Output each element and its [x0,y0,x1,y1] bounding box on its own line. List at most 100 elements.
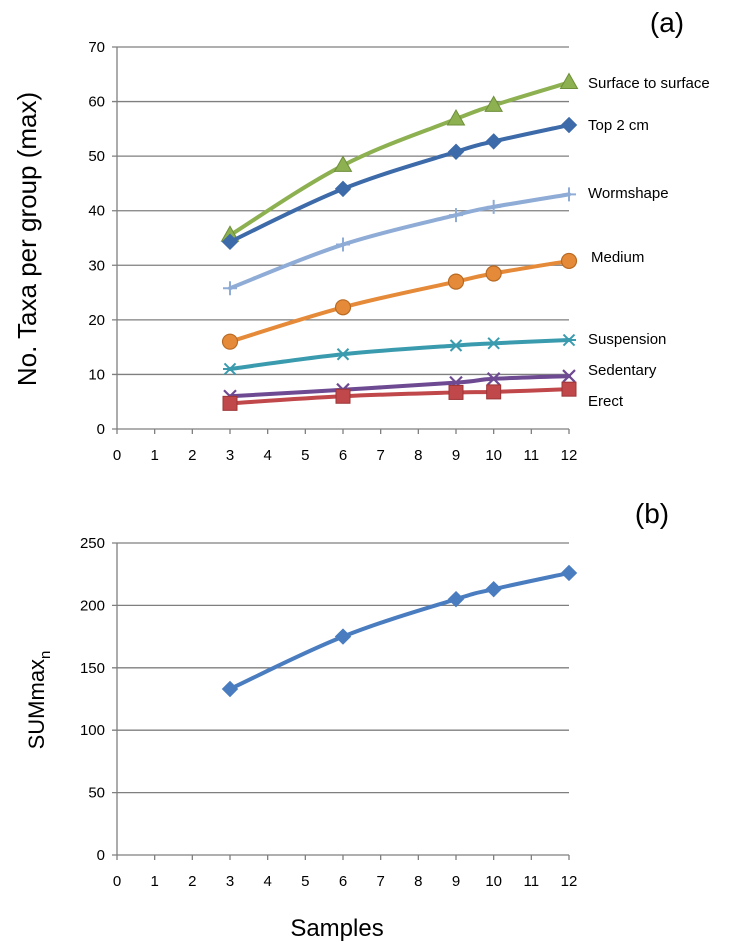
series-a-3 [221,252,578,350]
x-tick-label-a-0: 0 [113,447,121,464]
x-tick-label-a-12: 12 [561,447,578,464]
data-point-a-2-1 [336,237,350,252]
data-point-a-5-3 [486,372,501,386]
data-point-a-0-2 [446,109,466,126]
x-tick-label-a-4: 4 [263,447,271,464]
x-tick-label-b-8: 8 [414,873,422,890]
y-axis-label-b-main: SUMmax [24,659,49,749]
data-point-a-4-3 [486,337,501,350]
series-line-a-2 [228,192,571,291]
data-point-a-3-0 [221,333,239,350]
y-tick-label-a-30: 30 [88,257,105,274]
series-line-a-1 [228,123,571,244]
data-point-b-0-2 [447,590,465,608]
gridlines-a [112,46,570,434]
series-label-4: Suspension [588,331,666,348]
x-tick-label-a-1: 1 [150,447,158,464]
x-tick-label-a-7: 7 [376,447,384,464]
data-point-a-4-2 [449,339,463,352]
data-point-a-4-4 [562,333,576,347]
y-tick-label-b-0: 0 [97,847,105,864]
data-point-a-3-1 [334,299,352,316]
data-point-a-3-3 [485,265,502,282]
x-tick-label-b-11: 11 [524,873,540,890]
series-labels-a: Surface to surface Top 2 cm Wormshape Mediu… [588,75,710,410]
y-tick-label-b-200: 200 [80,597,105,614]
data-point-b-0-0 [221,680,239,698]
y-tick-label-b-150: 150 [80,660,105,677]
x-tick-label-b-4: 4 [263,873,271,890]
y-axis-label-a: No. Taxa per group (max) [12,92,42,386]
series-a-2 [223,187,576,296]
y-tick-label-a-0: 0 [97,421,105,438]
data-point-a-6-0 [222,395,238,411]
x-tick-label-b-6: 6 [339,873,347,890]
y-tick-label-a-60: 60 [88,94,105,111]
x-tick-label-a-5: 5 [301,447,309,464]
series-label-0: Surface to surface [588,75,710,92]
x-tick-label-a-9: 9 [452,447,460,464]
x-tick-label-b-2: 2 [188,873,196,890]
series-group-b [221,564,578,698]
data-point-a-2-4 [562,187,576,202]
y-tick-label-b-50: 50 [88,785,105,802]
series-a-0 [220,72,579,242]
data-point-a-4-0 [223,362,237,376]
y-tick-label-a-50: 50 [88,148,105,165]
data-point-a-0-1 [333,155,353,172]
y-tick-label-a-70: 70 [88,39,105,56]
data-point-a-2-0 [223,281,237,296]
x-tick-label-a-11: 11 [524,447,540,464]
x-tick-label-b-5: 5 [301,873,309,890]
x-tick-label-a-8: 8 [414,447,422,464]
data-point-a-5-4 [562,369,576,383]
data-point-a-1-2 [447,143,465,160]
series-a-6 [222,381,577,411]
series-line-b-0 [228,570,571,692]
data-point-a-0-4 [559,72,579,89]
y-tick-labels-a: 0 10 20 30 40 50 60 70 [88,39,105,438]
data-point-a-6-2 [448,384,464,400]
x-tick-label-b-12: 12 [561,873,578,890]
data-point-a-2-3 [486,199,501,214]
data-point-b-0-3 [485,580,502,598]
series-line-a-6 [228,387,571,406]
x-tick-label-a-2: 2 [188,447,196,464]
data-point-a-2-2 [449,208,463,223]
series-label-6: Erect [588,393,624,410]
series-line-a-3 [228,258,571,344]
data-point-a-6-3 [486,384,502,400]
y-tick-label-a-20: 20 [88,312,105,329]
series-label-2: Wormshape [588,185,669,202]
y-tick-label-a-10: 10 [88,366,105,383]
series-a-1 [221,116,578,251]
x-tick-label-b-1: 1 [150,873,158,890]
data-point-a-4-1 [336,348,350,361]
gridlines-b [112,542,570,860]
data-point-a-1-0 [221,233,239,251]
data-point-a-0-3 [484,95,504,112]
series-a-4 [223,333,576,376]
x-tick-labels-b: 0 1 2 3 4 5 6 7 8 9 10 11 12 [113,873,578,890]
y-axis-label-b-subscript: n [37,651,54,659]
x-tick-labels-a: 0 1 2 3 4 5 6 7 8 9 10 11 12 [113,447,578,464]
y-tick-labels-b: 0 50 100 150 200 250 [80,535,105,864]
y-axis-label-b: SUMmaxn [24,651,54,750]
data-point-b-0-4 [560,564,578,582]
data-point-a-3-4 [560,252,578,270]
y-tick-label-a-40: 40 [88,203,105,220]
data-point-a-6-1 [335,388,351,404]
panel-label-a: (a) [650,7,684,38]
x-tick-label-a-6: 6 [339,447,347,464]
y-tick-label-b-250: 250 [80,535,105,552]
x-tick-label-b-10: 10 [485,873,502,890]
x-tick-label-a-3: 3 [226,447,234,464]
series-group-a [220,72,579,411]
series-label-1: Top 2 cm [588,117,649,134]
x-tick-label-b-0: 0 [113,873,121,890]
x-tick-label-a-10: 10 [485,447,502,464]
data-point-a-3-2 [447,273,465,290]
